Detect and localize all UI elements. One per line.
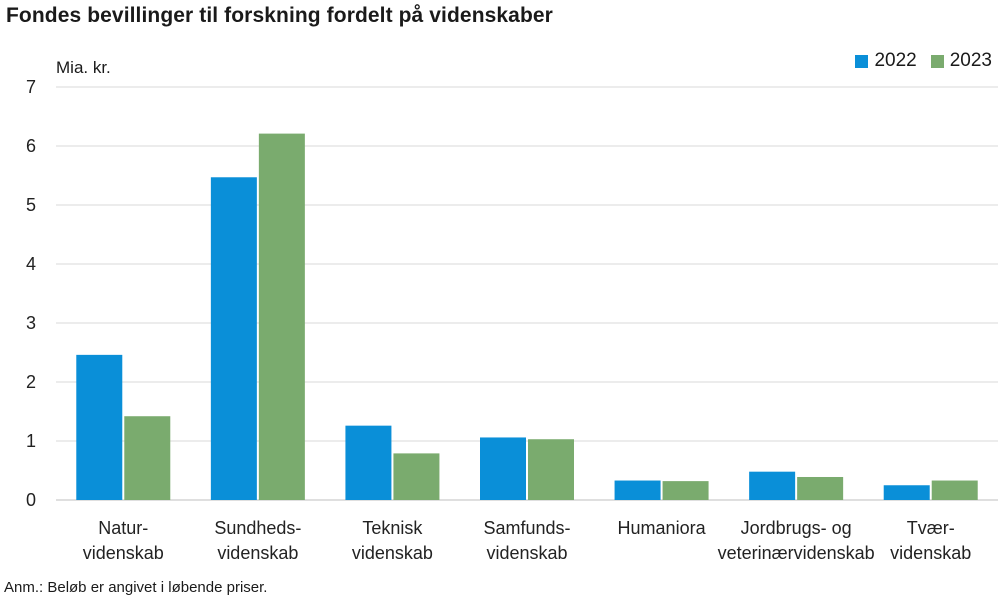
x-category-label: Humaniora: [618, 518, 707, 538]
legend-swatch-2022: [855, 54, 869, 68]
y-tick-label: 0: [26, 490, 36, 510]
bar-2023-3: [528, 439, 574, 500]
y-tick-label: 7: [26, 77, 36, 97]
bar-2023-2: [393, 453, 440, 500]
bar-2023-4: [662, 481, 709, 500]
x-category-label: Natur-: [98, 518, 148, 538]
x-category-label: videnskab: [83, 543, 164, 563]
x-category-label: Sundheds-: [214, 518, 301, 538]
legend-swatch-2023: [930, 54, 944, 68]
bar-2022-4: [614, 480, 661, 500]
bar-2022-3: [480, 437, 526, 500]
y-tick-label: 5: [26, 195, 36, 215]
bar-2022-2: [345, 425, 392, 500]
bar-2022-1: [210, 177, 257, 500]
bar-2022-6: [883, 485, 930, 500]
x-category-label: videnskab: [890, 543, 971, 563]
x-category-label: Teknisk: [362, 518, 423, 538]
x-category-label: Tvær-: [907, 518, 955, 538]
legend-label-2022: 2022: [874, 50, 917, 71]
legend-item-2023: 2023: [930, 50, 992, 72]
chart-title: Fondes bevillinger til forskning fordelt…: [6, 4, 553, 27]
x-category-label: videnskab: [217, 543, 298, 563]
x-category-label: Jordbrugs- og: [741, 518, 852, 538]
x-category-label: veterinærvidenskab: [718, 543, 875, 563]
legend: 2022 2023: [841, 50, 992, 72]
x-category-label: videnskab: [486, 543, 567, 563]
bar-2023-5: [797, 476, 844, 500]
bar-2022-0: [76, 354, 123, 500]
y-tick-label: 4: [26, 254, 36, 274]
footnote: Anm.: Beløb er angivet i løbende priser.: [4, 579, 268, 596]
legend-label-2023: 2023: [949, 50, 992, 71]
bar-2022-5: [749, 471, 796, 500]
bar-2023-0: [124, 416, 171, 500]
y-tick-label: 6: [26, 136, 36, 156]
y-tick-label: 3: [26, 313, 36, 333]
y-axis-unit-label: Mia. kr.: [56, 58, 111, 77]
x-category-label: Samfunds-: [483, 518, 570, 538]
y-tick-label: 2: [26, 372, 36, 392]
bar-2023-6: [931, 480, 978, 500]
legend-item-2022: 2022: [855, 50, 917, 72]
x-category-label: videnskab: [352, 543, 433, 563]
y-tick-label: 1: [26, 431, 36, 451]
bar-2023-1: [258, 133, 305, 501]
